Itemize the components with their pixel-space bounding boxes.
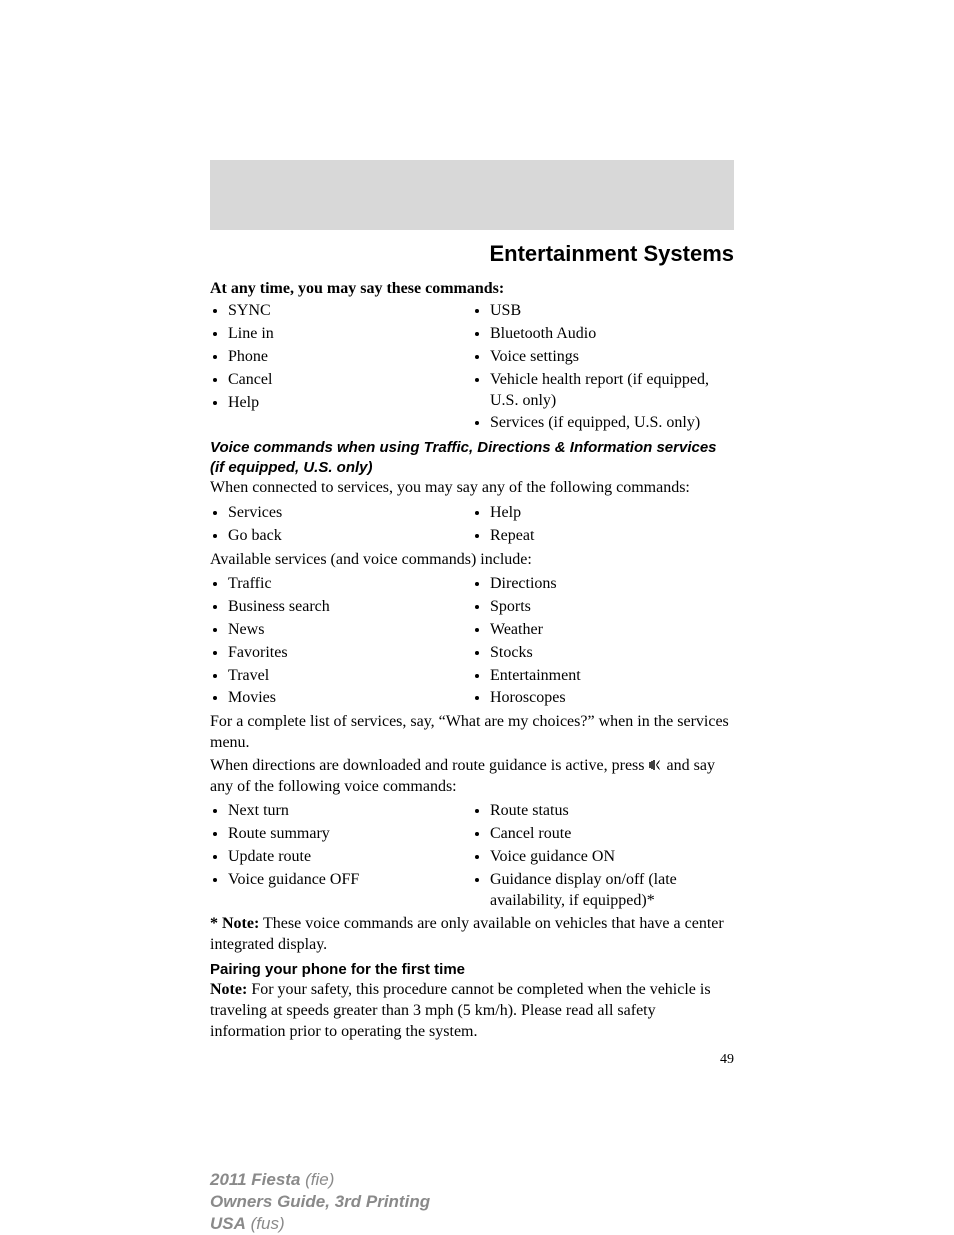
- list-item: Help: [228, 393, 472, 414]
- heading-anytime-commands: At any time, you may say these commands:: [210, 279, 734, 300]
- list-item: SYNC: [228, 301, 472, 322]
- list-item: Route summary: [228, 824, 472, 845]
- footer-region: USA: [210, 1214, 246, 1233]
- list-item: Update route: [228, 847, 472, 868]
- list-item: Favorites: [228, 643, 472, 664]
- list-item: Horoscopes: [490, 688, 734, 709]
- header-grey-bar: [210, 160, 734, 230]
- list-item: Repeat: [490, 526, 734, 547]
- connected-commands-list: Services Go back Help Repeat: [210, 501, 734, 549]
- list-item: Entertainment: [490, 666, 734, 687]
- note-star-label: * Note:: [210, 915, 259, 932]
- list-item: Line in: [228, 324, 472, 345]
- list-item: Cancel: [228, 370, 472, 391]
- list-item: Voice guidance OFF: [228, 870, 472, 891]
- list-item: Go back: [228, 526, 472, 547]
- list-item: Weather: [490, 620, 734, 641]
- route-commands-list: Next turn Route summary Update route Voi…: [210, 799, 734, 913]
- footer-line-2: Owners Guide, 3rd Printing: [210, 1191, 430, 1213]
- footer-vehicle-code: (fie): [300, 1170, 334, 1189]
- list-item: USB: [490, 301, 734, 322]
- list-item: Travel: [228, 666, 472, 687]
- footer-region-code: (fus): [246, 1214, 285, 1233]
- body-directions: When directions are downloaded and route…: [210, 756, 734, 798]
- list-item: Bluetooth Audio: [490, 324, 734, 345]
- section-title: Entertainment Systems: [210, 240, 734, 269]
- body-directions-pre: When directions are downloaded and route…: [210, 757, 649, 774]
- note-pairing-text: For your safety, this procedure cannot b…: [210, 981, 711, 1040]
- list-item: Phone: [228, 347, 472, 368]
- anytime-commands-list: SYNC Line in Phone Cancel Help USB Bluet…: [210, 299, 734, 436]
- list-item: Next turn: [228, 801, 472, 822]
- body-available-services: Available services (and voice commands) …: [210, 550, 734, 571]
- footer-line-3: USA (fus): [210, 1213, 430, 1235]
- list-item: News: [228, 620, 472, 641]
- list-item: Sports: [490, 597, 734, 618]
- footer: 2011 Fiesta (fie) Owners Guide, 3rd Prin…: [210, 1169, 430, 1235]
- note-pairing: Note: For your safety, this procedure ca…: [210, 980, 734, 1042]
- note-star-text: These voice commands are only available …: [210, 915, 724, 953]
- list-item: Voice guidance ON: [490, 847, 734, 868]
- list-item: Route status: [490, 801, 734, 822]
- heading-pairing: Pairing your phone for the first time: [210, 960, 734, 980]
- note-star: * Note: These voice commands are only av…: [210, 914, 734, 956]
- page-number: 49: [210, 1051, 734, 1069]
- list-item: Business search: [228, 597, 472, 618]
- available-services-list: Traffic Business search News Favorites T…: [210, 572, 734, 711]
- voice-button-icon: [649, 756, 663, 777]
- list-item: Help: [490, 503, 734, 524]
- list-item: Services (if equipped, U.S. only): [490, 413, 734, 434]
- footer-vehicle: 2011 Fiesta: [210, 1170, 300, 1189]
- body-connected: When connected to services, you may say …: [210, 478, 734, 499]
- body-complete-list: For a complete list of services, say, “W…: [210, 712, 734, 754]
- list-item: Directions: [490, 574, 734, 595]
- footer-line-1: 2011 Fiesta (fie): [210, 1169, 430, 1191]
- list-item: Guidance display on/off (late availabili…: [490, 870, 734, 912]
- list-item: Movies: [228, 688, 472, 709]
- page-container: Entertainment Systems At any time, you m…: [0, 0, 954, 1069]
- list-item: Services: [228, 503, 472, 524]
- note-label: Note:: [210, 981, 247, 998]
- list-item: Voice settings: [490, 347, 734, 368]
- heading-voice-services: Voice commands when using Traffic, Direc…: [210, 438, 734, 477]
- list-item: Vehicle health report (if equipped, U.S.…: [490, 370, 734, 412]
- list-item: Traffic: [228, 574, 472, 595]
- list-item: Stocks: [490, 643, 734, 664]
- list-item: Cancel route: [490, 824, 734, 845]
